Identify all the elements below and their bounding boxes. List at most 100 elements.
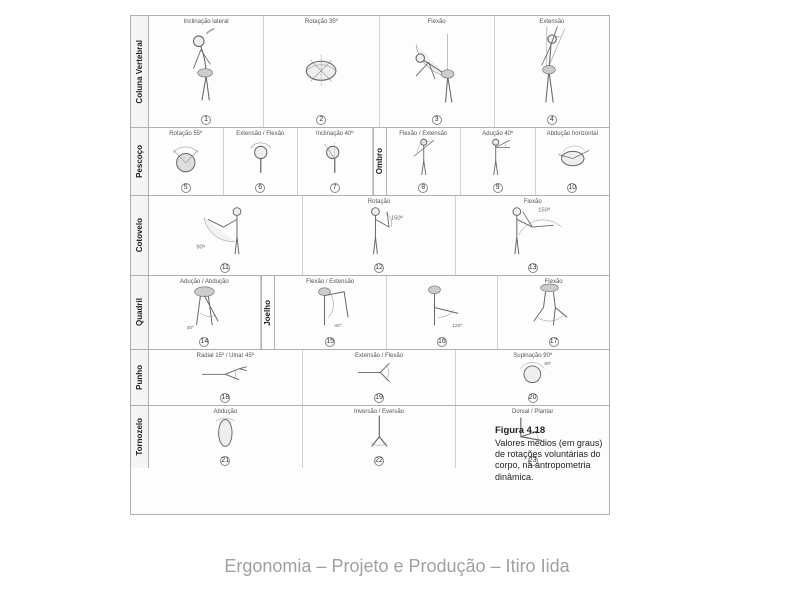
panel-13-label: Flexão: [524, 199, 542, 205]
panel-20: Supinação 90º 90º 20: [456, 350, 609, 405]
row-label-coluna: Coluna Vertebral: [131, 16, 149, 127]
panel-num-5: 5: [181, 183, 191, 193]
panel-num-13: 13: [528, 263, 538, 273]
svg-text:150º: 150º: [538, 207, 551, 214]
figure-extension: [497, 18, 607, 113]
row-label-joelho: Joelho: [261, 276, 275, 349]
panel-5: Rotação 55º 5: [149, 128, 224, 195]
panel-11: 90º 11: [149, 196, 303, 275]
row-quadril-joelho: Quadril Adução / Abdução 30º 14 Joelho F…: [131, 276, 609, 350]
figure-shoulder-flex: [389, 130, 459, 181]
figure-neck-incline: [300, 130, 370, 181]
panel-num-12: 12: [374, 263, 384, 273]
figure-elbow-2: 150º: [305, 198, 454, 261]
panel-8-label: Flexão / Extensão: [399, 131, 447, 137]
panel-2: Rotação 35º 2: [264, 16, 379, 127]
svg-text:90º: 90º: [545, 361, 552, 366]
figure-knee-flex: [500, 278, 607, 335]
panel-3: Flexão 3: [380, 16, 495, 127]
panel-6: Extensão / Flexão 6: [224, 128, 299, 195]
panel-num-14: 14: [199, 337, 209, 347]
row-label-punho: Punho: [131, 350, 149, 405]
panel-num-19: 19: [374, 393, 384, 403]
figure-elbow-3: 150º: [458, 198, 607, 261]
panel-14: Adução / Abdução 30º 14: [149, 276, 261, 349]
panel-15-label: Flexão / Extensão: [306, 279, 354, 285]
figure-hip-adduct: 30º: [151, 278, 258, 335]
panel-16: 120º 16: [387, 276, 499, 349]
panel-num-10: 10: [567, 183, 577, 193]
row-cotovelo: Cotovelo 90º 11 Rotação: [131, 196, 609, 276]
figure-flexion: [382, 18, 492, 113]
panel-18: Radial 15º / Ulnar 45º 18: [149, 350, 303, 405]
row-label-tornozelo: Tornozelo: [131, 406, 149, 468]
panel-19-label: Extensão / Flexão: [355, 353, 403, 359]
panel-10: Abdução horizontal 10: [536, 128, 610, 195]
figure-neck-flex: [226, 130, 296, 181]
row-punho: Punho Radial 15º / Ulnar 45º 18 Extensão…: [131, 350, 609, 406]
panel-num-22: 22: [374, 456, 384, 466]
panel-6-label: Extensão / Flexão: [236, 131, 284, 137]
panel-num-15: 15: [325, 337, 335, 347]
figure-rotation-top: [266, 18, 376, 113]
caption-text: Valores médios (em graus) de rotações vo…: [495, 438, 605, 483]
slide-footer: Ergonomia – Projeto e Produção – Itiro I…: [0, 556, 794, 577]
panel-14-label: Adução / Abdução: [180, 279, 229, 285]
panel-8: Flexão / Extensão 8: [387, 128, 462, 195]
panel-3-label: Flexão: [428, 19, 446, 25]
panel-num-6: 6: [255, 183, 265, 193]
panel-num-16: 16: [437, 337, 447, 347]
panel-num-21: 21: [220, 456, 230, 466]
panel-21-label: Abdução: [213, 409, 237, 415]
figure-knee: 120º: [389, 278, 496, 335]
panel-num-7: 7: [330, 183, 340, 193]
svg-text:120º: 120º: [452, 323, 462, 329]
figure-lateral-bend: [151, 18, 261, 113]
figure-shoulder-horiz: [538, 130, 608, 181]
figure-neck-rotation: [151, 130, 221, 181]
panel-20-label: Supinação 90º: [513, 353, 552, 359]
panel-num-1: 1: [201, 115, 211, 125]
panel-7-label: Inclinação 40º: [316, 131, 354, 137]
panel-num-4: 4: [547, 115, 557, 125]
panel-17: Flexão 17: [498, 276, 609, 349]
panel-1: Inclinação lateral 1: [149, 16, 264, 127]
row-coluna-vertebral: Coluna Vertebral Inclinação lateral 1 Ro…: [131, 16, 609, 128]
panel-4-label: Extensão: [539, 19, 564, 25]
panel-7: Inclinação 40º 7: [298, 128, 373, 195]
panel-23-label: Dorsal / Plantar: [512, 409, 553, 415]
svg-text:30º: 30º: [187, 325, 194, 331]
panel-9: Adução 40º 9: [461, 128, 536, 195]
figure-hip-flex: 40º: [277, 278, 384, 335]
figure-caption: Figura 4.18 Valores médios (em graus) de…: [495, 425, 605, 483]
panel-num-18: 18: [220, 393, 230, 403]
panel-12: Rotação 150º 12: [303, 196, 457, 275]
panel-num-17: 17: [549, 337, 559, 347]
caption-title: Figura 4.18: [495, 425, 605, 437]
row-label-cotovelo: Cotovelo: [131, 196, 149, 275]
svg-text:40º: 40º: [334, 323, 341, 329]
panel-num-11: 11: [220, 263, 230, 273]
panel-19: Extensão / Flexão 19: [303, 350, 457, 405]
panel-17-label: Flexão: [545, 279, 563, 285]
panel-5-label: Rotação 55º: [169, 131, 202, 137]
panel-num-9: 9: [493, 183, 503, 193]
svg-text:90º: 90º: [196, 243, 205, 250]
row-pescoco-ombro: Pescoço Rotação 55º 5 Extensão / Flexão: [131, 128, 609, 196]
svg-text:150º: 150º: [391, 214, 404, 221]
figure-elbow-1: 90º: [151, 198, 300, 261]
panel-num-2: 2: [316, 115, 326, 125]
panel-num-3: 3: [432, 115, 442, 125]
panel-22: Inversão / Eversão 22: [303, 406, 457, 468]
panel-18-label: Radial 15º / Ulnar 45º: [197, 353, 254, 359]
panel-22-label: Inversão / Eversão: [354, 409, 404, 415]
panel-15: Flexão / Extensão 40º 15: [275, 276, 387, 349]
panel-1-label: Inclinação lateral: [184, 19, 229, 25]
panel-12-label: Rotação: [368, 199, 390, 205]
panel-num-8: 8: [418, 183, 428, 193]
row-label-pescoco: Pescoço: [131, 128, 149, 195]
panel-9-label: Adução 40º: [482, 131, 513, 137]
panel-2-label: Rotação 35º: [305, 19, 338, 25]
panel-4: Extensão 4: [495, 16, 609, 127]
row-label-ombro: Ombro: [373, 128, 387, 195]
